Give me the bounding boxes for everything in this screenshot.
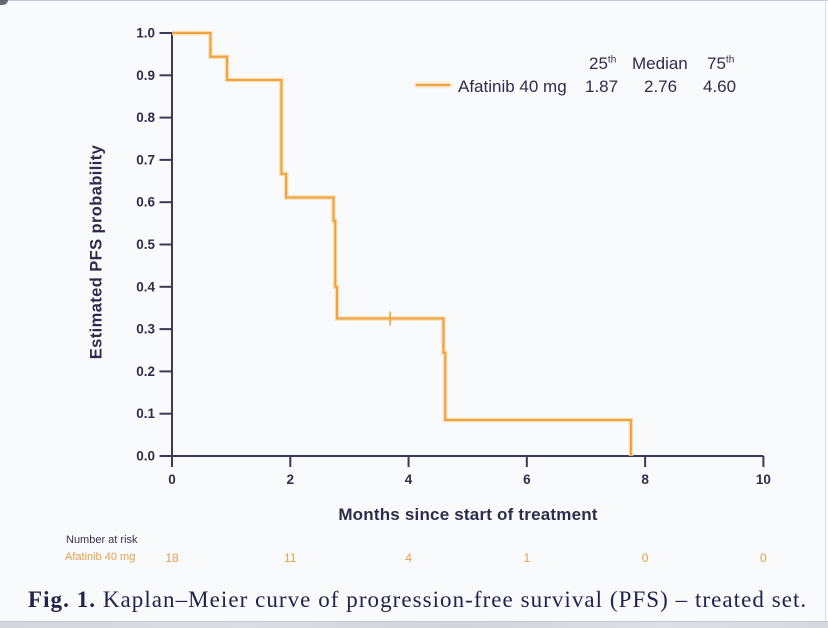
y-tick-label: 0.6 <box>136 195 155 210</box>
number-at-risk-count: 4 <box>405 551 412 565</box>
x-tick-label: 4 <box>405 472 413 487</box>
scan-bottom-strip <box>0 621 828 628</box>
legend-header-25th: 25th <box>589 54 617 73</box>
x-tick-label: 6 <box>523 472 531 487</box>
y-tick-label: 0.0 <box>136 449 155 464</box>
y-axis-title: Estimated PFS probability <box>87 144 106 360</box>
y-tick-label: 0.5 <box>136 237 155 252</box>
y-tick-label: 0.4 <box>136 279 155 294</box>
y-tick-label: 1.0 <box>136 26 155 41</box>
scan-top-edge <box>0 0 828 1</box>
legend-header-75th-sup: th <box>725 54 735 66</box>
y-tick-label: 0.2 <box>136 364 155 379</box>
x-tick-label: 10 <box>756 472 771 487</box>
number-at-risk-title: Number at risk <box>66 534 138 546</box>
legend-line-swatch <box>416 84 450 86</box>
number-at-risk-count: 11 <box>284 551 297 565</box>
number-at-risk-count: 0 <box>760 551 767 565</box>
scan-right-edge <box>825 0 826 628</box>
y-tick-label: 0.7 <box>136 152 155 167</box>
x-tick-label: 2 <box>287 472 295 487</box>
y-tick-label: 0.1 <box>136 406 155 421</box>
number-at-risk-series-label: Afatinib 40 mg <box>65 551 136 563</box>
y-tick-label: 0.9 <box>136 68 155 83</box>
x-tick-label: 8 <box>641 472 649 487</box>
y-tick-label: 0.3 <box>136 322 155 337</box>
number-at-risk-count: 1 <box>523 551 531 565</box>
km-curve <box>172 32 632 456</box>
figure-caption: Fig. 1. Kaplan–Meier curve of progressio… <box>28 587 807 613</box>
number-at-risk-count: 18 <box>165 551 179 565</box>
number-at-risk-count: 0 <box>641 551 649 565</box>
legend-value-median: 2.76 <box>644 77 678 96</box>
x-axis-title: Months since start of treatment <box>338 505 598 524</box>
figure-caption-label: Fig. 1. <box>28 587 97 612</box>
legend-header-25th-sup: th <box>607 54 617 66</box>
scan-corner-artifact <box>0 0 8 5</box>
x-tick-label: 0 <box>168 472 176 487</box>
legend-header-median: Median <box>632 54 688 73</box>
figure-caption-text: Kaplan–Meier curve of progression-free s… <box>102 587 808 612</box>
legend-value-p25: 1.87 <box>585 77 619 96</box>
legend-series-label: Afatinib 40 mg <box>458 77 567 96</box>
legend-header-75th: 75th <box>707 54 735 73</box>
y-tick-label: 0.8 <box>136 110 155 125</box>
legend-value-p75: 4.60 <box>703 77 737 96</box>
